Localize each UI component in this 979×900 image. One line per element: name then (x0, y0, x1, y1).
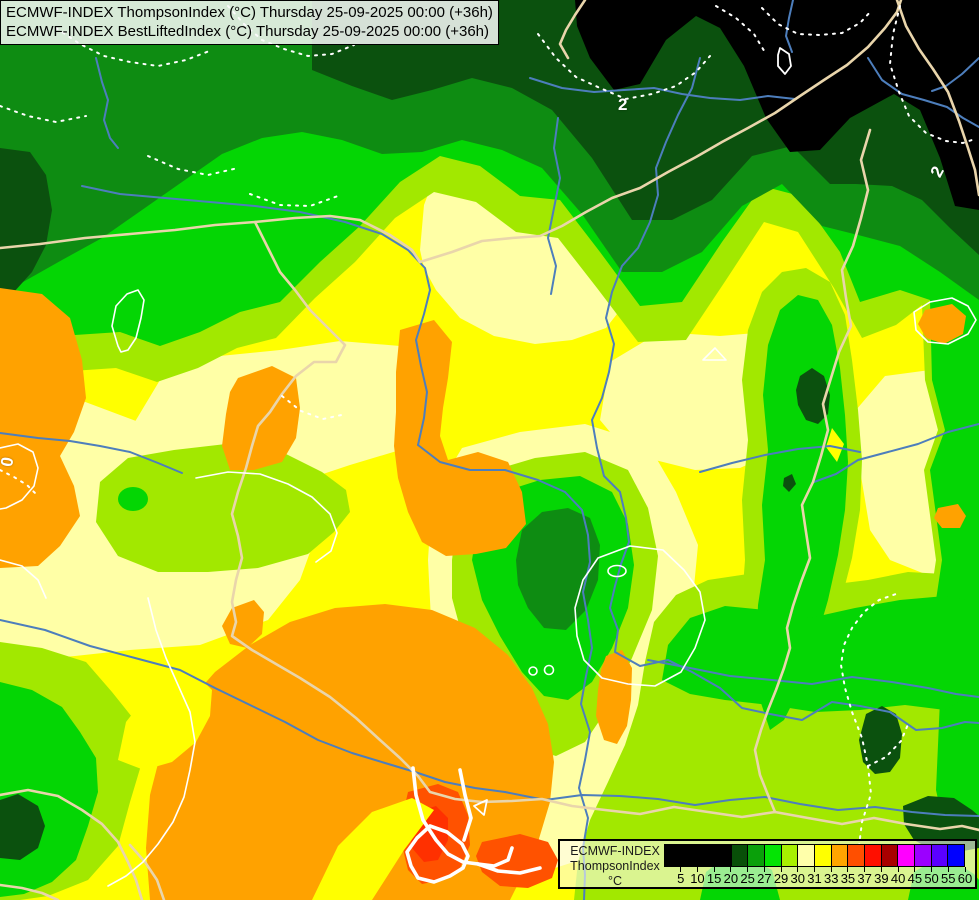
legend-tick-label: 40 (890, 871, 906, 886)
legend-tick-mark (713, 867, 715, 872)
legend-tick-label: 33 (823, 871, 839, 886)
legend-swatch (815, 845, 832, 866)
legend-swatch (881, 845, 899, 866)
yellow-overlay-regions (118, 428, 844, 900)
legend-tick-mark (830, 867, 832, 872)
legend-tick-label: 31 (807, 871, 822, 886)
legend-swatch (731, 845, 749, 866)
legend-swatch (748, 845, 766, 866)
legend-title-model: ECMWF-INDEX (570, 844, 660, 858)
title-line-thompson: ECMWF-INDEX ThompsonIndex (°C) Thursday … (6, 4, 493, 21)
legend-swatch (715, 845, 732, 866)
legend-tick-mark (880, 867, 882, 872)
legend-tick-label: 39 (874, 871, 889, 886)
contour-value-label: 2 (618, 95, 628, 114)
legend-swatch (898, 845, 916, 866)
legend-tick-label: 25 (740, 871, 755, 886)
legend-swatch (931, 845, 949, 866)
legend-tick-mark (680, 867, 682, 872)
title-line-bestlifted: ECMWF-INDEX BestLiftedIndex (°C) Thursda… (6, 23, 490, 40)
legend-swatch (865, 845, 882, 866)
title-box: ECMWF-INDEX ThompsonIndex (°C) Thursday … (0, 0, 499, 45)
legend-tick-label: 10 (690, 871, 705, 886)
legend-tick-label: 15 (706, 871, 722, 886)
legend-tick-mark (696, 867, 698, 872)
legend-colorbar (664, 844, 965, 867)
legend-tick-label: 45 (907, 871, 923, 886)
legend-swatch (948, 845, 965, 866)
legend-swatch (765, 845, 782, 866)
legend-swatch (781, 845, 799, 866)
legend-swatch (798, 845, 816, 866)
legend-tick-mark (797, 867, 799, 872)
legend-swatch (665, 845, 682, 866)
legend-box: ECMWF-INDEX ThompsonIndex °C 5 10 15 20 25 27… (558, 839, 977, 889)
legend-tick-mark (763, 867, 765, 872)
legend-tick-mark (947, 867, 949, 872)
legend-tick-label: 5 (677, 871, 685, 886)
legend-tick-label: 30 (790, 871, 805, 886)
legend-tick-label: 50 (924, 871, 939, 886)
legend-tick-label: 35 (840, 871, 856, 886)
legend-tick-label: 29 (773, 871, 789, 886)
legend-swatch (698, 845, 716, 866)
legend-tick-mark (730, 867, 732, 872)
legend-tick-mark (780, 867, 782, 872)
legend-tick-mark (814, 867, 815, 872)
legend-tick-mark (914, 867, 916, 872)
legend-tick-mark (964, 867, 966, 872)
legend-titles: ECMWF-INDEX ThompsonIndex °C (566, 844, 664, 889)
white-boundaries (405, 766, 542, 884)
legend-tick-mark (931, 867, 933, 872)
black-regions (575, 0, 979, 210)
legend-tick-label: 60 (957, 871, 973, 886)
legend-swatch (681, 845, 699, 866)
legend-tick-mark (864, 867, 866, 872)
white-contours-solid (0, 289, 977, 887)
legend-tick-label: 37 (857, 871, 872, 886)
legend-title-index: ThompsonIndex (570, 859, 660, 873)
legend-tick-mark (847, 867, 849, 872)
legend-tick-label: 27 (757, 871, 772, 886)
legend-unit: °C (607, 874, 623, 888)
legend-swatch (848, 845, 866, 866)
legend-tick-mark (897, 867, 899, 872)
legend-tick-label: 20 (723, 871, 739, 886)
legend-swatch (915, 845, 932, 866)
legend-swatch (831, 845, 849, 866)
white-boundary-details (473, 47, 792, 816)
legend-tick-label: 55 (941, 871, 956, 886)
legend-tick-mark (747, 867, 749, 872)
